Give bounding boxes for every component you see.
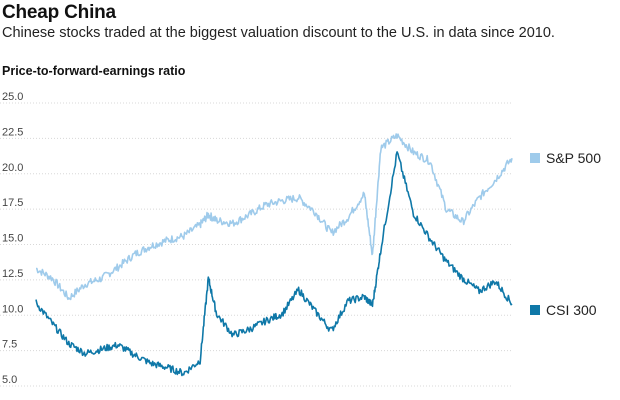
legend-swatch — [530, 305, 540, 315]
y-tick-label: 10.0 — [2, 303, 23, 315]
y-axis-label: Price-to-forward-earnings ratio — [2, 64, 186, 78]
series-line-csi-300 — [35, 151, 513, 377]
y-tick-label: 25.0 — [2, 91, 23, 103]
chart-subtitle: Chinese stocks traded at the biggest val… — [2, 25, 555, 41]
legend-label: CSI 300 — [546, 302, 597, 318]
y-tick-label: 7.5 — [2, 339, 17, 351]
y-tick-label: 5.0 — [2, 374, 17, 386]
y-tick-label: 17.5 — [2, 197, 23, 209]
legend-label: S&P 500 — [546, 150, 601, 166]
y-tick-label: 15.0 — [2, 233, 23, 245]
y-tick-label: 22.5 — [2, 126, 23, 138]
y-tick-label: 20.0 — [2, 162, 23, 174]
legend-swatch — [530, 153, 540, 163]
series-line-s-p-500 — [36, 133, 513, 301]
y-tick-label: 12.5 — [2, 268, 23, 280]
chart-title: Cheap China — [2, 2, 116, 23]
